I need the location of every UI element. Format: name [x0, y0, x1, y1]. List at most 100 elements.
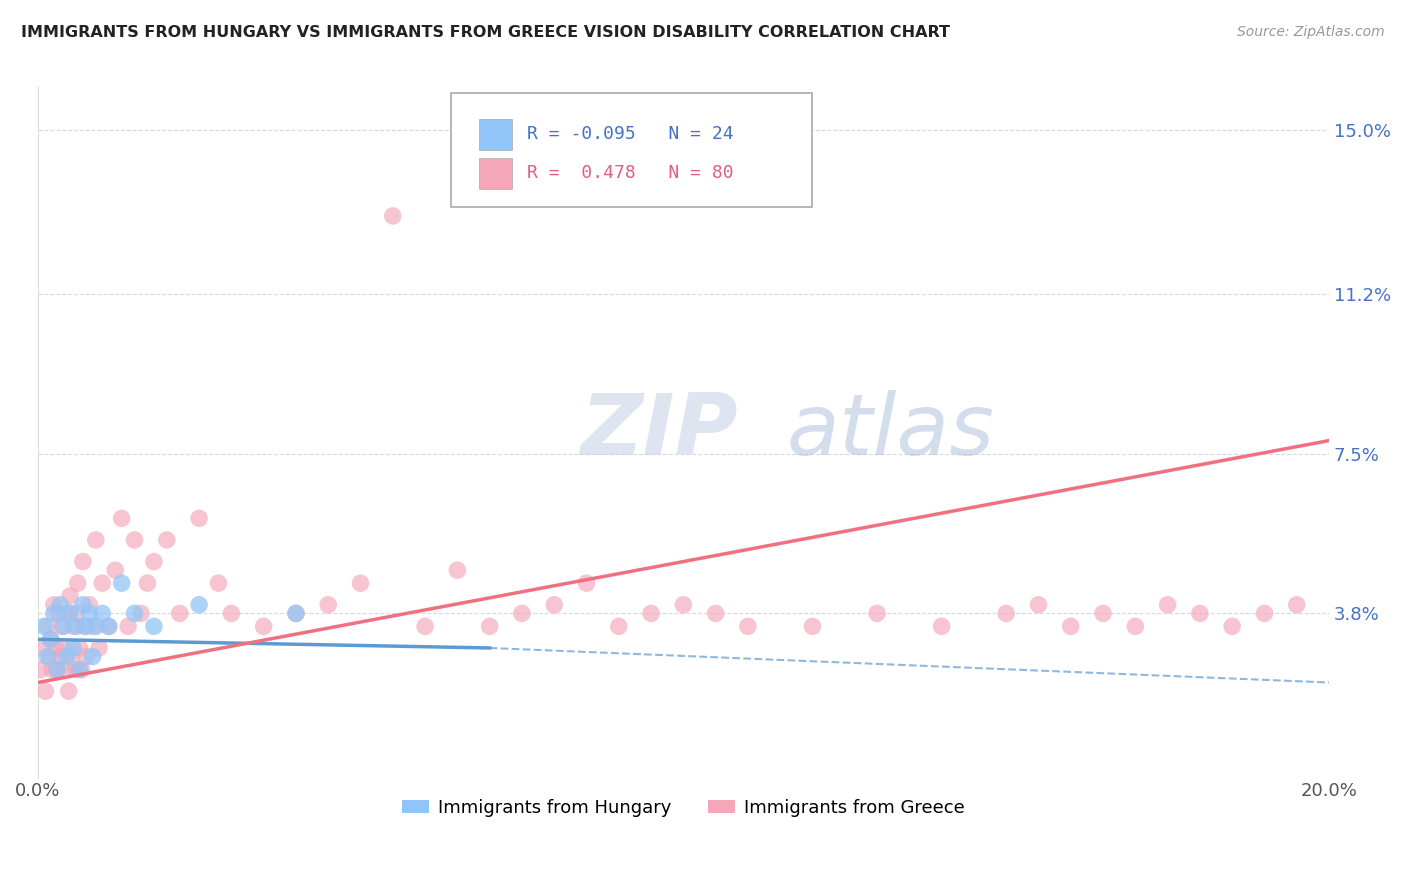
Point [49, 649, 72, 664]
Point [97, 619, 120, 633]
Point [73, 619, 96, 633]
Point [1188, 607, 1211, 621]
Point [91, 607, 114, 621]
Text: R = -0.095   N = 24: R = -0.095 N = 24 [527, 126, 734, 144]
Point [640, 607, 662, 621]
Point [1123, 619, 1146, 633]
Point [188, 511, 211, 525]
Point [84, 619, 107, 633]
Point [59, 589, 82, 603]
Point [607, 619, 630, 633]
Point [45, 640, 67, 655]
Point [37, 649, 59, 664]
Text: ZIP: ZIP [581, 391, 738, 474]
Point [1092, 607, 1115, 621]
Point [32, 640, 55, 655]
Point [66, 576, 89, 591]
Point [69, 663, 91, 677]
Point [42, 607, 65, 621]
Point [349, 576, 371, 591]
Point [72, 555, 94, 569]
Point [221, 607, 243, 621]
Point [111, 576, 134, 591]
Point [70, 663, 93, 677]
Point [543, 598, 565, 612]
Point [117, 619, 139, 633]
FancyBboxPatch shape [451, 94, 813, 207]
Point [82, 619, 104, 633]
Point [866, 607, 889, 621]
Point [672, 598, 695, 612]
Point [53, 663, 76, 677]
Point [32, 619, 55, 633]
Point [446, 563, 468, 577]
Point [46, 663, 69, 677]
Point [136, 576, 159, 591]
Point [316, 598, 339, 612]
Text: atlas: atlas [786, 391, 994, 474]
Point [1285, 598, 1308, 612]
Text: IMMIGRANTS FROM HUNGARY VS IMMIGRANTS FROM GREECE VISION DISABILITY CORRELATION : IMMIGRANTS FROM HUNGARY VS IMMIGRANTS FR… [21, 25, 950, 40]
Point [124, 607, 146, 621]
Point [1028, 598, 1050, 612]
Point [156, 533, 179, 547]
Point [62, 640, 84, 655]
Point [72, 598, 94, 612]
Point [207, 576, 229, 591]
Point [65, 607, 87, 621]
Point [87, 640, 110, 655]
Point [104, 563, 127, 577]
Point [49, 598, 72, 612]
Point [75, 619, 97, 633]
Point [142, 619, 165, 633]
Point [381, 209, 404, 223]
Point [995, 607, 1018, 621]
Text: Source: ZipAtlas.com: Source: ZipAtlas.com [1237, 25, 1385, 39]
Point [30, 663, 52, 677]
Point [124, 533, 146, 547]
Point [39, 632, 62, 647]
Point [1253, 607, 1275, 621]
Point [79, 598, 101, 612]
Point [46, 663, 69, 677]
Point [79, 607, 101, 621]
Point [253, 619, 276, 633]
Point [111, 511, 134, 525]
Point [284, 607, 307, 621]
Point [55, 607, 77, 621]
Point [52, 619, 75, 633]
Point [510, 607, 533, 621]
Point [284, 607, 307, 621]
Point [737, 619, 759, 633]
Point [575, 576, 598, 591]
Point [188, 598, 211, 612]
Text: R =  0.478   N = 80: R = 0.478 N = 80 [527, 164, 734, 182]
Point [69, 640, 91, 655]
Point [63, 663, 86, 677]
Point [97, 619, 120, 633]
Point [801, 619, 824, 633]
Point [91, 576, 114, 591]
Point [58, 684, 80, 698]
Point [34, 684, 56, 698]
FancyBboxPatch shape [479, 119, 512, 150]
Point [41, 663, 63, 677]
Point [60, 649, 83, 664]
Point [39, 632, 62, 647]
Point [1156, 598, 1178, 612]
Point [704, 607, 727, 621]
Point [51, 619, 73, 633]
Point [38, 649, 60, 664]
Point [129, 607, 152, 621]
Point [65, 619, 87, 633]
Point [37, 619, 59, 633]
Point [62, 619, 84, 633]
Point [55, 649, 77, 664]
Point [1220, 619, 1243, 633]
Point [59, 607, 82, 621]
Point [52, 640, 75, 655]
Point [82, 649, 104, 664]
Point [75, 649, 97, 664]
Point [46, 607, 69, 621]
Point [169, 607, 191, 621]
